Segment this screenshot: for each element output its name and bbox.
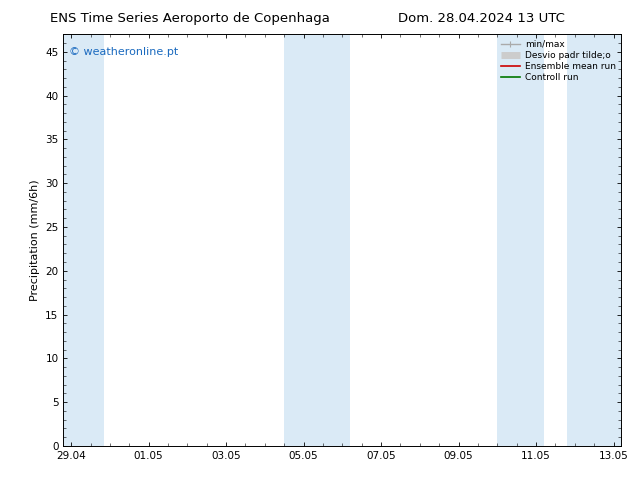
Bar [63,34,104,446]
Text: ENS Time Series Aeroporto de Copenhaga: ENS Time Series Aeroporto de Copenhaga [50,12,330,25]
Text: © weatheronline.pt: © weatheronline.pt [69,47,178,57]
Legend: min/max, Desvio padr tilde;o, Ensemble mean run, Controll run: min/max, Desvio padr tilde;o, Ensemble m… [497,36,619,86]
Bar [567,34,621,446]
Y-axis label: Precipitation (mm/6h): Precipitation (mm/6h) [30,179,40,301]
Bar [497,34,544,446]
Bar [284,34,350,446]
Text: Dom. 28.04.2024 13 UTC: Dom. 28.04.2024 13 UTC [398,12,566,25]
